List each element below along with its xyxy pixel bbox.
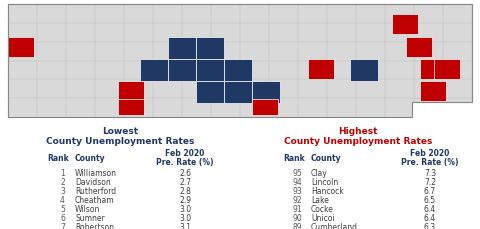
- Text: Lake: Lake: [311, 195, 329, 204]
- Text: Pre. Rate (%): Pre. Rate (%): [156, 157, 214, 166]
- Text: 91: 91: [292, 204, 302, 213]
- Bar: [308, 60, 334, 80]
- Text: 89: 89: [292, 222, 302, 229]
- Text: 2.9: 2.9: [179, 195, 191, 204]
- Text: County Unemployment Rates: County Unemployment Rates: [46, 136, 194, 145]
- Bar: [434, 60, 460, 80]
- Text: Robertson: Robertson: [75, 222, 114, 229]
- Text: 6.3: 6.3: [424, 222, 436, 229]
- Bar: [118, 82, 144, 101]
- Text: Cumberland: Cumberland: [311, 222, 358, 229]
- Bar: [350, 60, 378, 82]
- Text: 6.4: 6.4: [424, 213, 436, 222]
- Text: Feb 2020: Feb 2020: [410, 148, 450, 157]
- Text: 94: 94: [292, 177, 302, 186]
- Bar: [392, 15, 418, 35]
- Bar: [420, 82, 446, 101]
- Text: Highest: Highest: [338, 126, 378, 135]
- Text: 93: 93: [292, 186, 302, 195]
- Text: Wilson: Wilson: [75, 204, 100, 213]
- Text: 7: 7: [60, 222, 65, 229]
- Bar: [8, 38, 34, 58]
- Text: Cocke: Cocke: [311, 204, 334, 213]
- Text: County: County: [75, 153, 106, 162]
- Bar: [196, 82, 224, 104]
- Text: Sumner: Sumner: [75, 213, 105, 222]
- Text: Pre. Rate (%): Pre. Rate (%): [401, 157, 459, 166]
- Bar: [168, 60, 196, 82]
- Text: 95: 95: [292, 168, 302, 177]
- Bar: [420, 60, 446, 80]
- Text: Rank: Rank: [47, 153, 69, 162]
- Text: 5: 5: [60, 204, 65, 213]
- Text: Rank: Rank: [283, 153, 305, 162]
- Text: Unicoi: Unicoi: [311, 213, 335, 222]
- Text: 90: 90: [292, 213, 302, 222]
- Text: 3: 3: [60, 186, 65, 195]
- Polygon shape: [8, 5, 472, 117]
- Text: Hancock: Hancock: [311, 186, 344, 195]
- Text: Feb 2020: Feb 2020: [165, 148, 204, 157]
- Text: 3.1: 3.1: [179, 222, 191, 229]
- Text: 3.0: 3.0: [179, 204, 191, 213]
- Text: 6.7: 6.7: [424, 186, 436, 195]
- Bar: [196, 60, 224, 82]
- Text: 92: 92: [292, 195, 302, 204]
- Text: 2.8: 2.8: [179, 186, 191, 195]
- Text: 2.7: 2.7: [179, 177, 191, 186]
- Text: 6: 6: [60, 213, 65, 222]
- Text: 1: 1: [60, 168, 65, 177]
- Bar: [118, 100, 144, 115]
- Bar: [252, 100, 278, 115]
- Text: 7.3: 7.3: [424, 168, 436, 177]
- Text: County: County: [311, 153, 342, 162]
- Text: 7.2: 7.2: [424, 177, 436, 186]
- Text: Cheatham: Cheatham: [75, 195, 115, 204]
- Text: 6.5: 6.5: [424, 195, 436, 204]
- Text: Lincoln: Lincoln: [311, 177, 338, 186]
- Bar: [224, 82, 252, 104]
- Text: Williamson: Williamson: [75, 168, 117, 177]
- Bar: [406, 38, 432, 58]
- Text: 4: 4: [60, 195, 65, 204]
- Text: Rutherford: Rutherford: [75, 186, 116, 195]
- Text: Davidson: Davidson: [75, 177, 111, 186]
- Text: County Unemployment Rates: County Unemployment Rates: [284, 136, 432, 145]
- Text: Clay: Clay: [311, 168, 328, 177]
- Text: 6.4: 6.4: [424, 204, 436, 213]
- Text: Lowest: Lowest: [102, 126, 138, 135]
- Text: 3.0: 3.0: [179, 213, 191, 222]
- Bar: [252, 82, 280, 104]
- Text: 2: 2: [60, 177, 65, 186]
- Bar: [168, 38, 196, 60]
- Bar: [196, 38, 224, 60]
- Text: 2.6: 2.6: [179, 168, 191, 177]
- Bar: [140, 60, 168, 82]
- Bar: [224, 60, 252, 82]
